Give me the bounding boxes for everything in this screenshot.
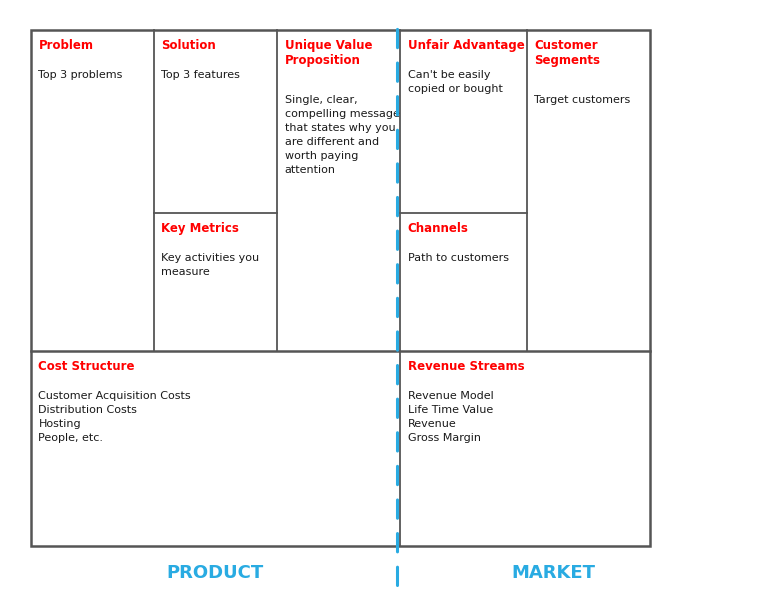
Text: Problem: Problem (38, 39, 94, 52)
Text: Customer
Segments: Customer Segments (534, 39, 601, 67)
Text: Top 3 features: Top 3 features (161, 70, 241, 80)
Text: Single, clear,
compelling message
that states why you
are different and
worth pa: Single, clear, compelling message that s… (285, 95, 399, 175)
Text: Revenue Model
Life Time Value
Revenue
Gross Margin: Revenue Model Life Time Value Revenue Gr… (408, 391, 494, 443)
Text: Top 3 problems: Top 3 problems (38, 70, 123, 80)
Text: Key Metrics: Key Metrics (161, 222, 239, 235)
Text: Revenue Streams: Revenue Streams (408, 360, 524, 373)
Text: Unfair Advantage: Unfair Advantage (408, 39, 524, 52)
Text: PRODUCT: PRODUCT (167, 564, 264, 582)
Text: Path to customers: Path to customers (408, 253, 508, 263)
Text: Unique Value
Proposition: Unique Value Proposition (285, 39, 372, 67)
Text: Solution: Solution (161, 39, 216, 52)
Text: Key activities you
measure: Key activities you measure (161, 253, 260, 277)
Text: Can't be easily
copied or bought: Can't be easily copied or bought (408, 70, 502, 94)
Bar (31, 30, 650, 546)
Text: Cost Structure: Cost Structure (38, 360, 135, 373)
Text: Channels: Channels (408, 222, 468, 235)
Text: Customer Acquisition Costs
Distribution Costs
Hosting
People, etc.: Customer Acquisition Costs Distribution … (38, 391, 191, 443)
Text: MARKET: MARKET (511, 564, 596, 582)
Text: Target customers: Target customers (534, 95, 631, 106)
